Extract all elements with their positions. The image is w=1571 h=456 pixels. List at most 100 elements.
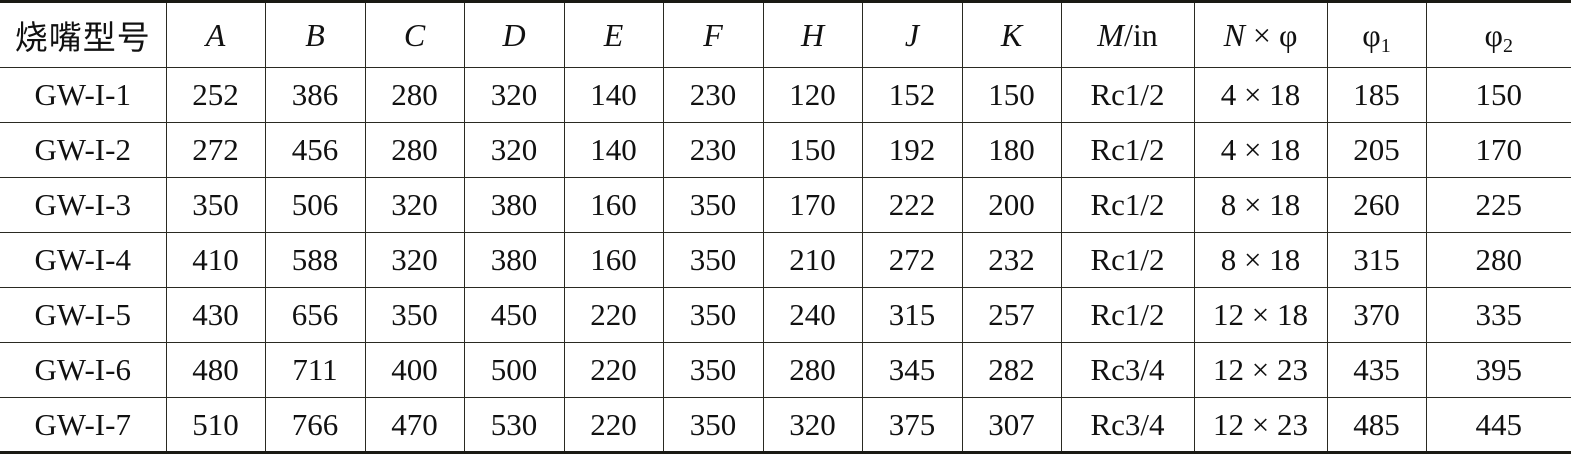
value-cell: 280	[1425, 232, 1571, 288]
column-header: J	[861, 1, 963, 68]
value-cell: 350	[662, 287, 764, 343]
value-cell: 380	[463, 177, 565, 233]
value-cell: 320	[364, 177, 465, 233]
header-text: M	[1097, 16, 1124, 53]
value-cell: 4 × 18	[1193, 122, 1328, 178]
table-row: GW-I-5 430 656 350 450 220 350 240 315 257 Rc1/2 12…	[0, 287, 1571, 343]
value-cell: 450	[463, 287, 565, 343]
value-cell: 192	[861, 122, 963, 178]
column-header: φ1	[1326, 1, 1427, 68]
value-cell: 280	[364, 122, 465, 178]
value-cell: 222	[861, 177, 963, 233]
value-cell: 225	[1425, 177, 1571, 233]
value-cell: 200	[961, 177, 1062, 233]
model-cell: GW-I-7	[0, 397, 167, 453]
column-header: φ2	[1425, 1, 1571, 68]
header-text: φ	[1484, 16, 1503, 53]
value-cell: 350	[165, 177, 266, 233]
model-cell: GW-I-6	[0, 342, 167, 398]
header-text: D	[502, 16, 526, 53]
column-header: D	[463, 1, 565, 68]
value-cell: 240	[762, 287, 863, 343]
value-cell: 435	[1326, 342, 1427, 398]
model-cell: GW-I-4	[0, 232, 167, 288]
value-cell: 588	[264, 232, 366, 288]
header-text: /in	[1123, 16, 1158, 53]
value-cell: 150	[1425, 67, 1571, 123]
value-cell: 370	[1326, 287, 1427, 343]
value-cell: 530	[463, 397, 565, 453]
column-header: A	[165, 1, 266, 68]
value-cell: 140	[563, 122, 664, 178]
header-text: φ	[1362, 16, 1381, 53]
value-cell: 485	[1326, 397, 1427, 453]
column-header: B	[264, 1, 366, 68]
value-cell: Rc1/2	[1060, 232, 1195, 288]
value-cell: 252	[165, 67, 266, 123]
value-cell: 220	[563, 287, 664, 343]
value-cell: 395	[1425, 342, 1571, 398]
value-cell: Rc3/4	[1060, 342, 1195, 398]
value-cell: 12 × 23	[1193, 397, 1328, 453]
table-row: GW-I-6 480 711 400 500 220 350 280 345 282 Rc3/4 12…	[0, 342, 1571, 398]
value-cell: 386	[264, 67, 366, 123]
value-cell: 350	[662, 232, 764, 288]
table-row: GW-I-2 272 456 280 320 140 230 150 192 180 Rc1/2 4 …	[0, 122, 1571, 178]
value-cell: 307	[961, 397, 1062, 453]
column-header: K	[961, 1, 1062, 68]
value-cell: 150	[762, 122, 863, 178]
value-cell: 160	[563, 177, 664, 233]
table-row: GW-I-1 252 386 280 320 140 230 120 152 150 Rc1/2 4 …	[0, 67, 1571, 123]
value-cell: 220	[563, 342, 664, 398]
value-cell: 470	[364, 397, 465, 453]
value-cell: 280	[364, 67, 465, 123]
value-cell: 8 × 18	[1193, 232, 1328, 288]
value-cell: 12 × 23	[1193, 342, 1328, 398]
header-text: N	[1223, 16, 1245, 53]
value-cell: Rc1/2	[1060, 67, 1195, 123]
header-text: × φ	[1244, 16, 1298, 53]
value-cell: Rc1/2	[1060, 177, 1195, 233]
value-cell: 320	[463, 67, 565, 123]
model-cell: GW-I-5	[0, 287, 167, 343]
value-cell: Rc3/4	[1060, 397, 1195, 453]
table-body: GW-I-1 252 386 280 320 140 230 120 152 150 Rc1/2 4 …	[0, 67, 1571, 453]
value-cell: 456	[264, 122, 366, 178]
value-cell: Rc1/2	[1060, 122, 1195, 178]
column-header-model: 烧嘴型号	[0, 1, 167, 68]
value-cell: 282	[961, 342, 1062, 398]
value-cell: 140	[563, 67, 664, 123]
value-cell: 120	[762, 67, 863, 123]
value-cell: 711	[264, 342, 366, 398]
table-header: 烧嘴型号 A B C D E F H J K M/in N × φ φ1 φ2	[0, 1, 1571, 68]
value-cell: 656	[264, 287, 366, 343]
value-cell: 480	[165, 342, 266, 398]
header-row: 烧嘴型号 A B C D E F H J K M/in N × φ φ1 φ2	[0, 1, 1571, 68]
value-cell: 170	[762, 177, 863, 233]
column-header: M/in	[1060, 1, 1195, 68]
value-cell: 506	[264, 177, 366, 233]
value-cell: 335	[1425, 287, 1571, 343]
value-cell: 350	[364, 287, 465, 343]
column-header: N × φ	[1193, 1, 1328, 68]
value-cell: 232	[961, 232, 1062, 288]
column-header: H	[762, 1, 863, 68]
column-header: C	[364, 1, 465, 68]
value-cell: 185	[1326, 67, 1427, 123]
value-cell: 410	[165, 232, 266, 288]
header-text: E	[603, 16, 624, 53]
value-cell: 220	[563, 397, 664, 453]
header-text: A	[205, 16, 226, 53]
value-cell: 210	[762, 232, 863, 288]
header-text: 烧嘴型号	[14, 18, 151, 57]
table-row: GW-I-4 410 588 320 380 160 350 210 272 232 Rc1/2 8 …	[0, 232, 1571, 288]
header-subscript: 1	[1380, 34, 1391, 57]
value-cell: 230	[662, 67, 764, 123]
value-cell: 315	[1326, 232, 1427, 288]
value-cell: 400	[364, 342, 465, 398]
value-cell: 257	[961, 287, 1062, 343]
value-cell: 230	[662, 122, 764, 178]
value-cell: 205	[1326, 122, 1427, 178]
table-row: GW-I-7 510 766 470 530 220 350 320 375 307 Rc3/4 12…	[0, 397, 1571, 453]
header-subscript: 2	[1502, 34, 1513, 57]
